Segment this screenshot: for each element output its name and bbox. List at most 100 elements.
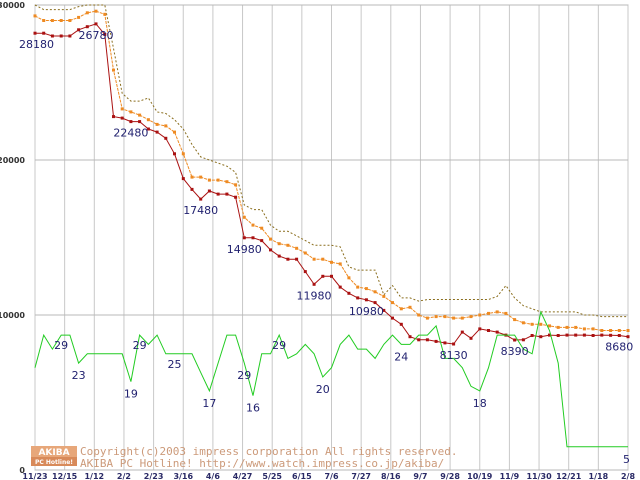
data-point (173, 130, 176, 134)
data-label: 19 (124, 388, 138, 401)
data-label: 20 (316, 383, 330, 396)
data-point (495, 310, 499, 314)
x-tick-label: 11/30 (526, 472, 552, 480)
data-point (33, 31, 37, 35)
data-point (190, 175, 194, 179)
series-layer (33, 4, 630, 448)
x-tick-label: 1/18 (589, 472, 609, 480)
series-line (34, 310, 628, 448)
y-tick-label: 20000 (0, 156, 25, 165)
data-point (216, 178, 220, 182)
data-point (42, 31, 46, 35)
data-point (216, 192, 220, 196)
data-label: 24 (394, 350, 408, 363)
data-point (417, 338, 421, 342)
data-point (609, 333, 613, 337)
data-point (85, 25, 89, 29)
data-point (260, 226, 264, 230)
x-tick-label: 7/27 (351, 472, 371, 480)
data-point (399, 307, 403, 311)
data-point (120, 116, 124, 120)
data-point (251, 236, 255, 240)
x-tick-label: 2/2 (117, 472, 131, 480)
data-point (295, 246, 299, 250)
data-label: 26780 (79, 29, 114, 42)
data-point (164, 124, 168, 128)
series-shop-count (34, 310, 628, 448)
data-point (626, 335, 630, 339)
data-label: 5 (623, 453, 630, 466)
data-point (530, 334, 534, 337)
x-tick-label: 11/9 (500, 472, 520, 480)
data-point (103, 32, 107, 36)
data-label: 17480 (183, 204, 218, 217)
x-tick-label: 4/27 (233, 472, 253, 480)
data-point (469, 336, 473, 340)
data-labels: 28180 26780 22480 17480 14980 11980 10980 8130 8… (19, 29, 633, 466)
data-label: 18 (473, 397, 487, 410)
footer-watermark: AKIBA PC Hotline! Copyright(c)2003 impre… (31, 445, 458, 470)
data-point (425, 316, 429, 320)
data-point (364, 298, 368, 302)
x-tick-label: 3/16 (173, 472, 193, 480)
data-point (530, 322, 534, 326)
data-point (356, 285, 360, 289)
data-point (59, 34, 63, 38)
data-point (434, 315, 438, 319)
data-label: 25 (168, 358, 182, 371)
data-point (574, 325, 578, 329)
data-point (434, 339, 438, 343)
data-point (617, 329, 621, 332)
data-label: 8130 (440, 349, 468, 362)
data-point (364, 287, 368, 291)
data-point (478, 313, 482, 317)
data-point (330, 274, 333, 278)
data-point (574, 333, 578, 337)
site-url-text: AKIBA PC Hotline! http://www.watch.impre… (80, 457, 444, 470)
data-point (77, 28, 81, 32)
y-tick-label: 0 (19, 466, 25, 475)
data-point (260, 239, 264, 243)
data-point (347, 291, 351, 295)
data-point (321, 257, 325, 261)
copyright-text: Copyright(c)2003 impress corporation All… (80, 445, 458, 458)
data-label: 8680 (605, 341, 633, 354)
data-point (408, 335, 412, 339)
data-point (295, 257, 299, 261)
data-point (286, 243, 290, 247)
data-point (42, 19, 46, 22)
data-point (556, 325, 560, 329)
data-point (277, 242, 281, 246)
series-highest-price (34, 4, 628, 318)
data-point (129, 120, 133, 124)
data-point (173, 152, 176, 156)
data-point (338, 262, 342, 266)
data-point (582, 327, 586, 331)
data-point (269, 248, 272, 252)
series-average-price (33, 9, 630, 332)
x-tick-label: 6/15 (292, 472, 312, 480)
data-point (155, 130, 159, 134)
data-point (269, 237, 272, 241)
series-line (34, 10, 628, 331)
data-point (164, 136, 168, 140)
data-point (487, 311, 490, 315)
data-point (391, 301, 394, 305)
data-point (155, 122, 159, 126)
data-point (286, 257, 290, 261)
data-point (539, 322, 543, 326)
data-point (565, 333, 569, 337)
data-point (460, 316, 464, 320)
data-point (556, 334, 560, 337)
data-label: 23 (72, 369, 86, 382)
data-point (190, 187, 194, 191)
data-point (33, 14, 37, 18)
data-point (565, 325, 569, 329)
data-point (199, 175, 203, 179)
data-point (251, 223, 255, 227)
data-point (50, 19, 54, 22)
data-point (68, 34, 72, 38)
data-point (417, 313, 421, 317)
